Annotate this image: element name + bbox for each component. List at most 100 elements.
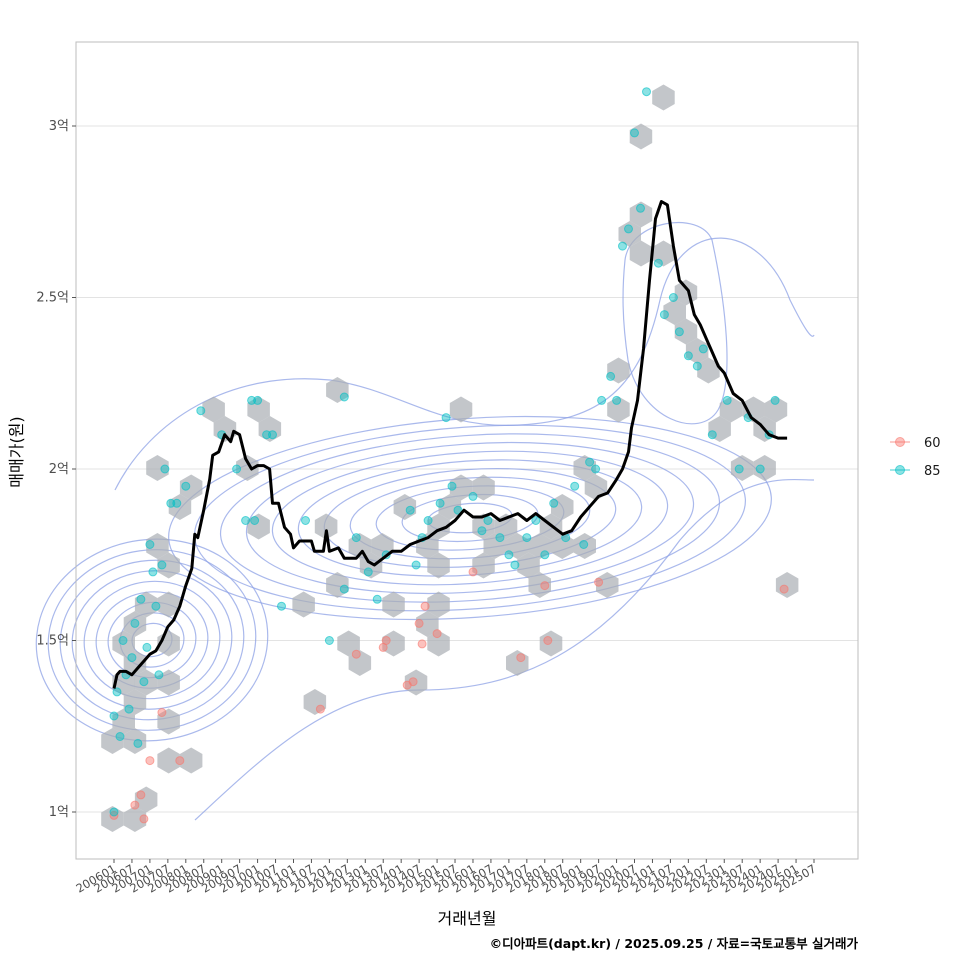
scatter-point-85 <box>172 498 182 508</box>
hex-bin <box>213 416 237 442</box>
scatter-point-85 <box>151 601 161 611</box>
hex-bin <box>123 806 147 832</box>
hex-bin <box>551 533 574 559</box>
hex-bin <box>607 396 630 423</box>
hex-bin <box>652 240 675 267</box>
hex-bin <box>157 708 180 735</box>
hex-bin <box>134 786 158 813</box>
hex-bin <box>708 416 731 442</box>
scatter-point-85 <box>618 241 627 251</box>
scatter-point-60 <box>432 629 442 639</box>
scatter-point-85 <box>770 395 780 405</box>
scatter-point-85 <box>109 711 119 721</box>
scatter-point-85 <box>405 505 415 515</box>
hex-bins <box>101 84 799 832</box>
hex-bin <box>123 689 147 715</box>
scatter-point-60 <box>417 639 427 649</box>
scatter-point-85 <box>351 533 361 543</box>
scatter-point-85 <box>154 670 164 680</box>
legend-label-60: 60 <box>924 436 941 451</box>
scatter-point-60 <box>543 636 553 645</box>
scatter-point-85 <box>435 498 445 508</box>
scatter-point-85 <box>363 567 373 577</box>
hex-bin <box>483 533 506 559</box>
chart-caption: ©디아파트(dapt.kr) / 2025.09.25 / 자료=국토교통부 실… <box>490 936 859 951</box>
scatter-point-85 <box>196 406 206 416</box>
scatter-point-85 <box>477 526 487 536</box>
hex-bin <box>607 357 630 384</box>
hex-bin <box>236 455 259 481</box>
hex-bin <box>123 611 147 637</box>
density-contour <box>271 450 669 586</box>
y-tick-label: 2억 <box>49 462 69 477</box>
hex-bin <box>157 591 180 618</box>
hex-bin <box>753 455 776 481</box>
scatter-point-85 <box>339 392 349 402</box>
hex-bin <box>427 591 450 618</box>
y-axis-title: 매매가(원) <box>7 416 26 487</box>
hex-bin <box>573 533 596 559</box>
hex-bin <box>348 533 372 559</box>
hex-bin <box>629 123 653 150</box>
hex-bin <box>123 650 147 676</box>
scatter-point-85 <box>127 653 137 663</box>
scatter-point-60 <box>315 704 325 714</box>
hex-bin <box>416 611 439 637</box>
legend-key-60 <box>895 437 905 447</box>
scatter-point-85 <box>115 732 125 741</box>
density-contour <box>622 222 728 425</box>
hex-bin <box>146 533 169 559</box>
scatter-point-85 <box>668 293 678 302</box>
scatter-point-60 <box>414 618 424 628</box>
scatter-point-85 <box>692 361 702 371</box>
scatter-point-85 <box>133 738 143 748</box>
y-axis-ticks: 1억 1.5억 2억 2.5억 3억 <box>36 119 76 820</box>
hex-bin <box>337 630 360 657</box>
density-contour <box>219 433 721 603</box>
hex-bin <box>258 416 282 442</box>
scatter-points <box>109 87 789 824</box>
scatter-point-60 <box>594 577 604 587</box>
hex-bin <box>517 552 540 579</box>
scatter-point-85 <box>531 516 541 525</box>
scatter-point-85 <box>447 481 457 491</box>
x-axis-title: 거래년월 <box>438 909 497 928</box>
hex-bin <box>303 689 327 715</box>
hex-bin <box>371 533 394 559</box>
scatter-point-85 <box>139 677 149 687</box>
scatter-point-60 <box>408 677 418 687</box>
scatter-point-85 <box>301 516 310 525</box>
legend-key-85 <box>895 465 905 475</box>
hex-bin <box>393 494 417 520</box>
scatter-point-85 <box>612 395 622 405</box>
scatter-point-85 <box>423 516 433 525</box>
hex-bin <box>134 591 158 618</box>
hex-bin <box>663 299 686 325</box>
scatter-point-85 <box>606 371 616 381</box>
hex-bin <box>112 630 135 657</box>
scatter-point-85 <box>674 327 684 337</box>
scatter-point-60 <box>139 814 149 824</box>
scatter-point-85 <box>157 560 167 570</box>
hex-bin <box>472 513 495 540</box>
scatter-point-85 <box>653 258 663 268</box>
scatter-point-85 <box>468 491 478 501</box>
scatter-point-85 <box>585 457 595 467</box>
hex-bin <box>202 396 225 423</box>
scatter-point-85 <box>636 203 645 213</box>
scatter-point-85 <box>268 430 277 440</box>
density-contour <box>35 538 269 742</box>
scatter-point-85 <box>441 413 451 423</box>
scatter-point-60 <box>381 636 391 645</box>
hex-bin <box>618 221 641 247</box>
hex-bin <box>528 533 551 559</box>
density-contour <box>194 478 815 821</box>
hex-bin <box>472 552 495 579</box>
scatter-point-85 <box>483 516 493 525</box>
hex-bin <box>449 474 473 501</box>
hex-bin <box>314 513 338 540</box>
scatter-point-60 <box>420 601 430 611</box>
hex-bin <box>247 513 270 540</box>
scatter-point-85 <box>510 560 520 570</box>
scatter-point-85 <box>339 584 349 594</box>
